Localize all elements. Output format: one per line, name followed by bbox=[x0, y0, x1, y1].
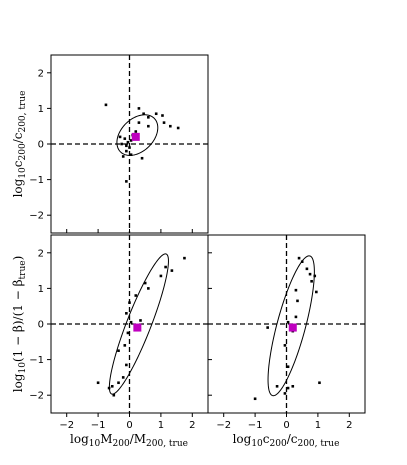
data-point bbox=[294, 288, 298, 292]
data-point bbox=[117, 381, 120, 385]
data-point bbox=[313, 274, 317, 278]
data-point bbox=[121, 155, 125, 158]
panel-top-left: −2 −1 0 1 2 bbox=[29, 55, 208, 233]
data-point bbox=[286, 320, 290, 324]
x-tick-label: −1 bbox=[91, 420, 106, 431]
data-point bbox=[308, 272, 312, 276]
mean-marker bbox=[133, 323, 142, 332]
data-point bbox=[147, 287, 150, 290]
data-point bbox=[129, 320, 133, 324]
y-tick-label: −1 bbox=[29, 355, 44, 366]
data-point bbox=[300, 260, 304, 263]
data-point bbox=[266, 326, 269, 329]
data-point bbox=[117, 349, 120, 352]
data-point bbox=[147, 124, 150, 128]
data-point bbox=[125, 312, 128, 315]
data-point bbox=[315, 290, 318, 294]
confidence-ellipse bbox=[267, 255, 315, 397]
y-tick-label: 1 bbox=[38, 104, 44, 115]
data-point bbox=[147, 116, 150, 119]
data-point bbox=[253, 397, 257, 401]
data-point bbox=[286, 365, 290, 369]
panel-bottom-right: −2 −1 0 1 2 bbox=[208, 235, 365, 431]
data-point bbox=[139, 319, 142, 322]
y-tick-label: −1 bbox=[29, 175, 44, 186]
data-point bbox=[291, 385, 295, 388]
data-point bbox=[125, 144, 128, 148]
data-point bbox=[283, 392, 287, 395]
confidence-ellipse bbox=[116, 114, 159, 156]
data-point bbox=[107, 386, 111, 390]
y-tick-label: 0 bbox=[38, 320, 44, 331]
data-point bbox=[110, 385, 114, 388]
y-tick-label: −2 bbox=[29, 211, 44, 222]
y-axis-label-bottom-left: log10(1 − β)/(1 − βtrue) bbox=[11, 256, 28, 393]
data-point bbox=[137, 107, 141, 110]
x-tick-label: −2 bbox=[59, 420, 74, 431]
data-point bbox=[183, 256, 186, 260]
data-point bbox=[143, 281, 147, 285]
data-point bbox=[296, 299, 299, 303]
data-point bbox=[142, 112, 145, 116]
y-axis-label-top-left: log10c200/c200, true bbox=[11, 91, 28, 198]
data-point bbox=[297, 256, 301, 260]
data-point bbox=[162, 121, 166, 124]
data-point bbox=[283, 344, 287, 347]
data-point bbox=[318, 381, 321, 385]
data-point bbox=[159, 274, 163, 278]
data-point bbox=[275, 385, 279, 388]
y-tick-label: 2 bbox=[38, 68, 44, 79]
data-point bbox=[134, 130, 138, 133]
data-point bbox=[129, 153, 133, 156]
x-tick-label: 1 bbox=[158, 420, 164, 431]
x-tick-label: −1 bbox=[248, 420, 263, 431]
data-point bbox=[137, 121, 141, 124]
data-point bbox=[176, 126, 180, 130]
data-point bbox=[140, 156, 144, 160]
data-point bbox=[170, 269, 174, 272]
x-axis-label-bottom-left: log10M200/M200, true bbox=[70, 432, 188, 449]
x-tick-label: 2 bbox=[189, 420, 195, 431]
data-point bbox=[129, 139, 133, 142]
data-point bbox=[125, 149, 128, 153]
y-tick-label: 1 bbox=[38, 284, 44, 295]
data-point bbox=[118, 135, 122, 139]
y-tick-label: 2 bbox=[38, 248, 44, 259]
data-point bbox=[125, 363, 128, 367]
data-point bbox=[161, 114, 164, 117]
panel-bottom-left: −2 −2 −1 −1 0 0 1 1 2 2 bbox=[29, 235, 208, 431]
data-point bbox=[310, 279, 313, 283]
data-point bbox=[126, 331, 130, 335]
data-point bbox=[134, 294, 138, 297]
x-tick-label: −2 bbox=[216, 420, 231, 431]
mean-marker bbox=[131, 132, 140, 141]
x-tick-label: 0 bbox=[126, 420, 132, 431]
data-point bbox=[294, 315, 298, 319]
data-point bbox=[126, 140, 130, 144]
data-point bbox=[164, 265, 167, 269]
x-axis-label-bottom-right: log10c200/c200, true bbox=[233, 432, 340, 449]
data-point bbox=[169, 124, 172, 128]
mean-marker bbox=[288, 323, 297, 332]
confidence-ellipse bbox=[108, 253, 169, 395]
data-point bbox=[120, 142, 123, 146]
data-point bbox=[128, 146, 131, 149]
y-tick-label: 0 bbox=[38, 140, 44, 151]
data-point bbox=[123, 344, 127, 347]
data-point bbox=[123, 137, 127, 140]
data-point bbox=[96, 381, 100, 385]
x-tick-label: 2 bbox=[346, 420, 352, 431]
data-point bbox=[128, 301, 131, 304]
data-point bbox=[125, 180, 128, 183]
x-tick-label: 1 bbox=[315, 420, 321, 431]
data-point bbox=[121, 376, 125, 379]
data-point bbox=[112, 393, 116, 397]
x-tick-label: 0 bbox=[283, 420, 289, 431]
data-point bbox=[286, 386, 290, 390]
data-point bbox=[305, 267, 309, 271]
data-point bbox=[104, 103, 108, 107]
y-tick-label: −2 bbox=[29, 391, 44, 402]
data-point bbox=[154, 112, 158, 116]
